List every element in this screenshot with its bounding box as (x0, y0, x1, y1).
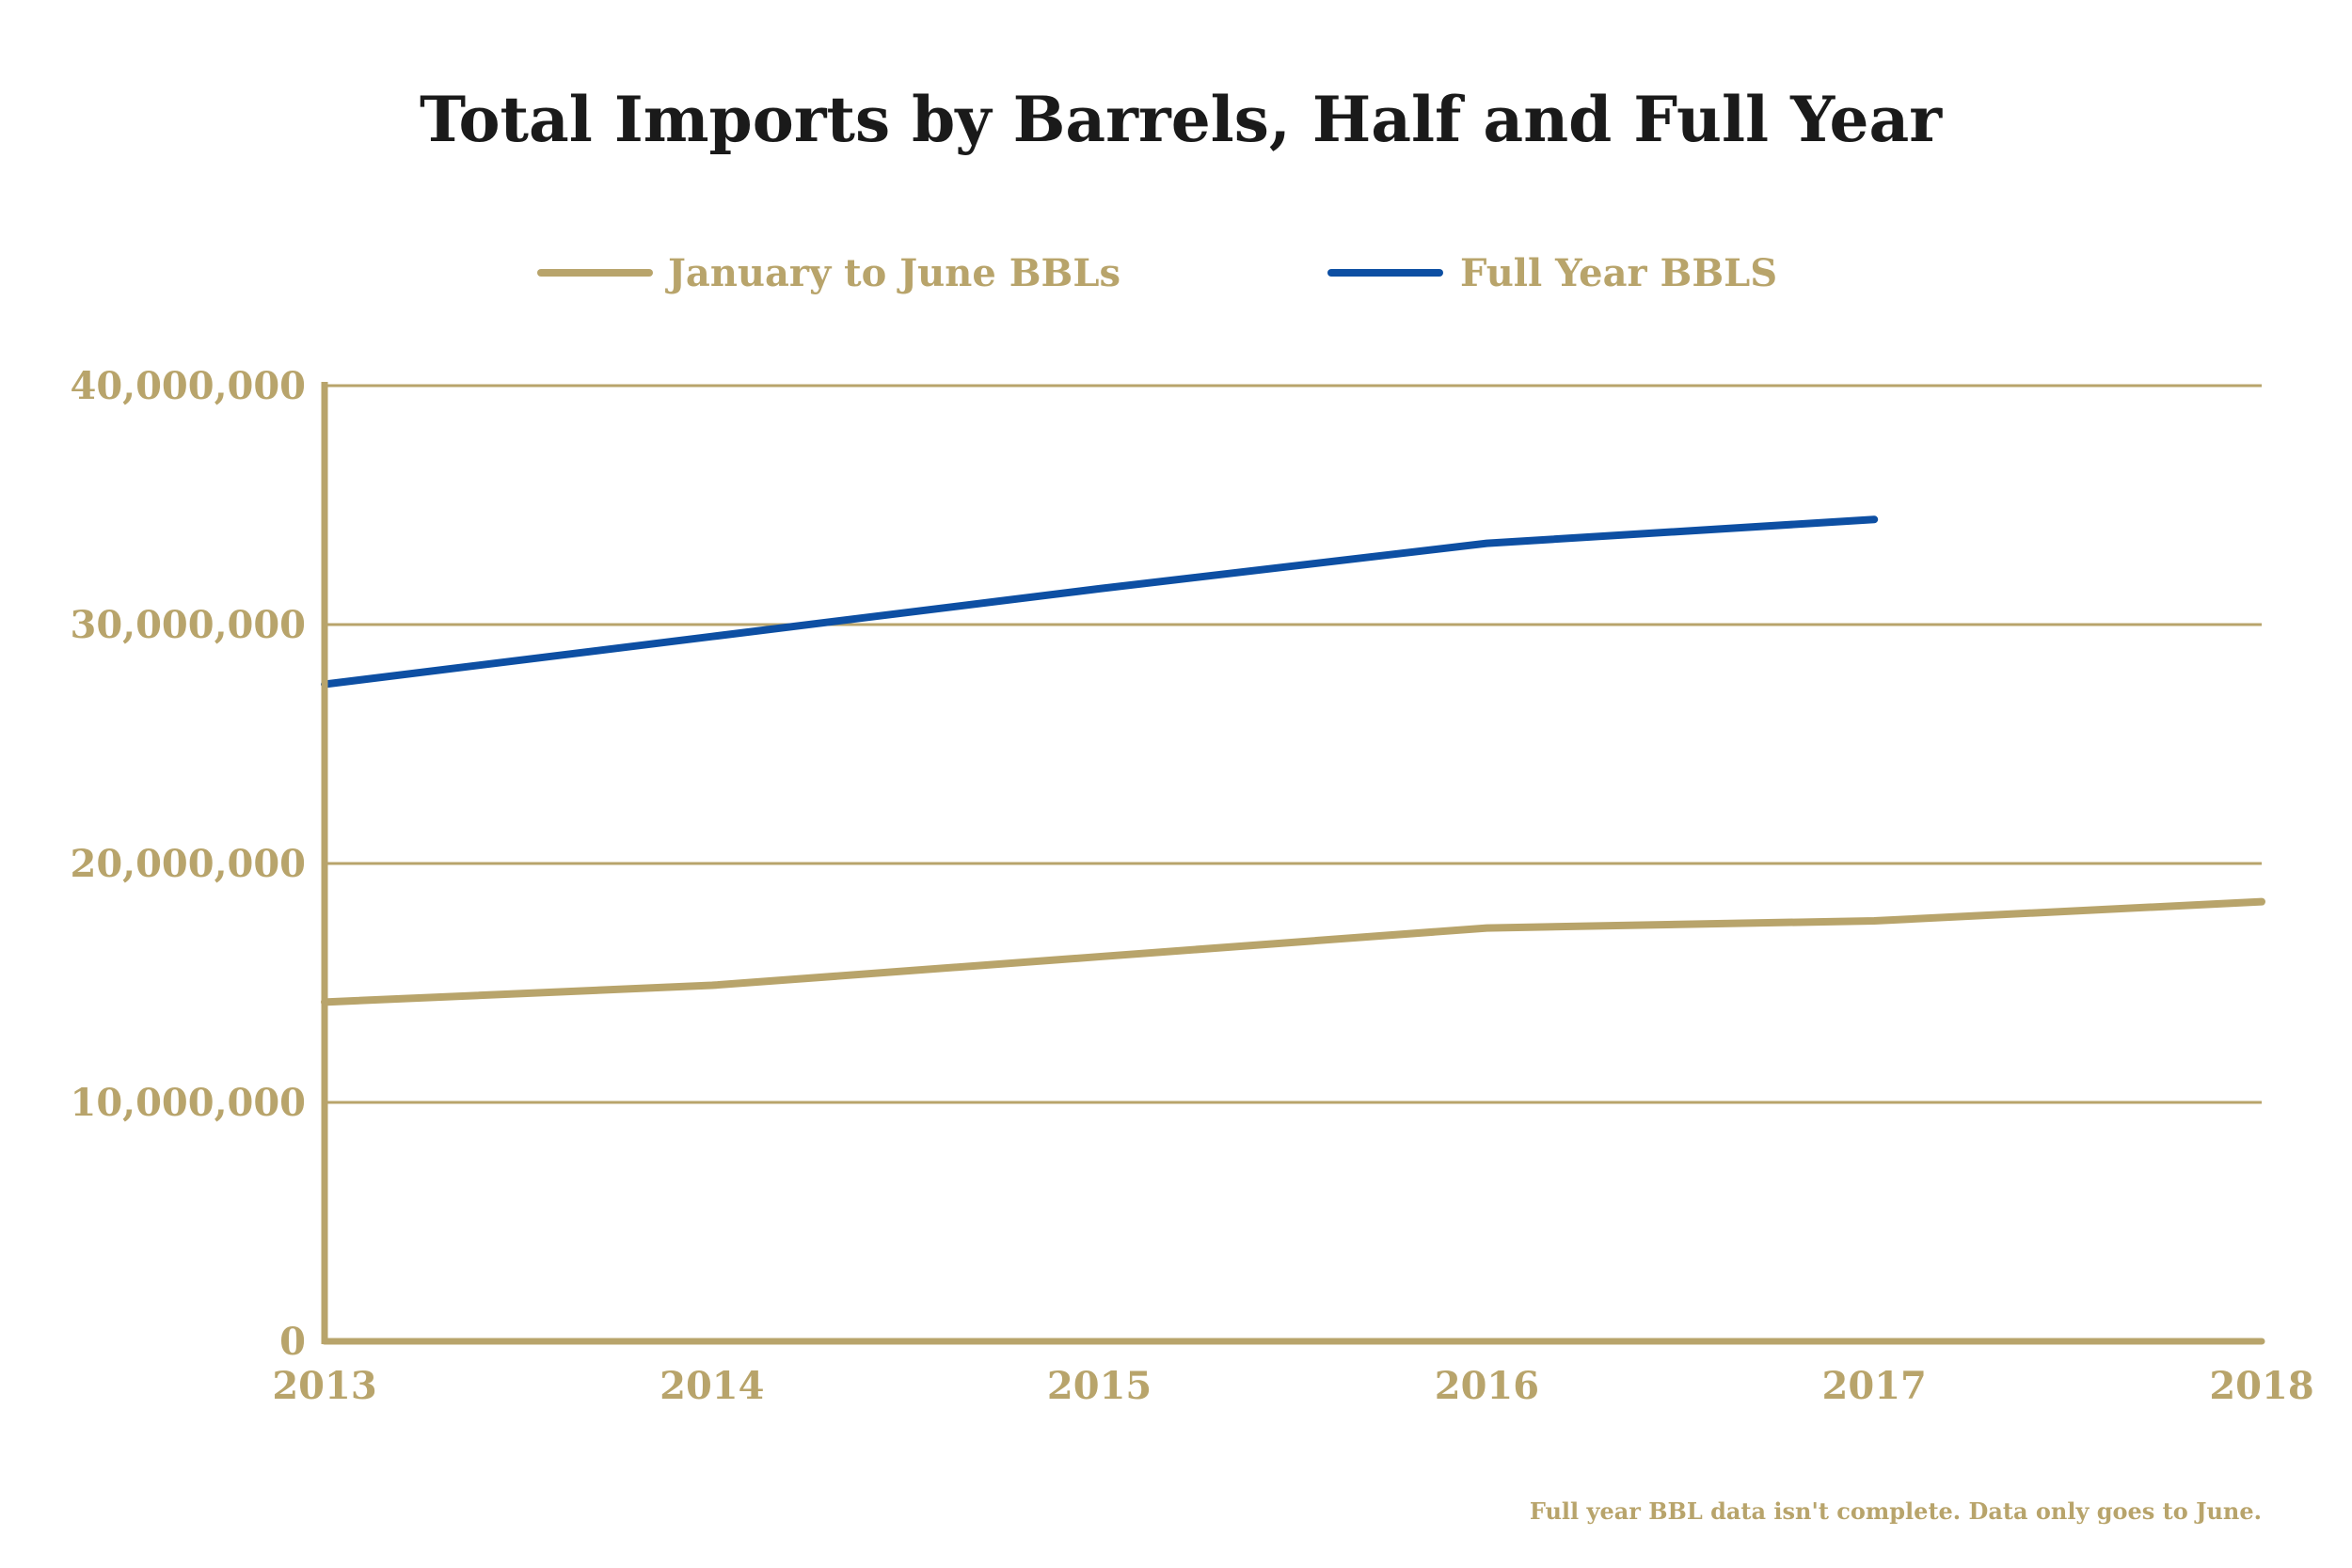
y-tick-label: 0 (279, 1320, 306, 1364)
y-tick-label: 10,000,000 (70, 1081, 306, 1125)
grid (325, 384, 2262, 1104)
legend-label-full-year: Full Year BBLS (1460, 251, 1777, 295)
y-tick-label: 30,000,000 (70, 603, 306, 647)
x-tick-label: 2017 (1822, 1364, 1927, 1408)
chart-title: Total Imports by Barrels, Half and Full … (420, 83, 1943, 156)
axes (321, 382, 2265, 1345)
legend-label-january-to-june: January to June BBLs (665, 251, 1120, 295)
series-lines (321, 515, 2265, 1006)
y-axis-ticks: 0 10,000,000 20,000,000 30,000,000 40,000,00… (70, 364, 306, 1364)
x-axis-ticks: 2013 2014 2015 2016 2017 2018 (272, 1364, 2313, 1408)
footnote: Full year BBL data isn't complete. Data … (1530, 1497, 2262, 1525)
x-tick-label: 2015 (1047, 1364, 1152, 1408)
series-line-january-to-june (321, 897, 2265, 1006)
y-tick-label: 20,000,000 (70, 842, 306, 886)
series-line-full-year (321, 515, 1879, 689)
x-tick-label: 2016 (1435, 1364, 1539, 1408)
x-tick-label: 2018 (2209, 1364, 2313, 1408)
y-tick-label: 40,000,000 (70, 364, 306, 408)
x-tick-label: 2013 (272, 1364, 376, 1408)
legend: January to June BBLs Full Year BBLS (537, 251, 1777, 295)
x-tick-label: 2014 (660, 1364, 764, 1408)
